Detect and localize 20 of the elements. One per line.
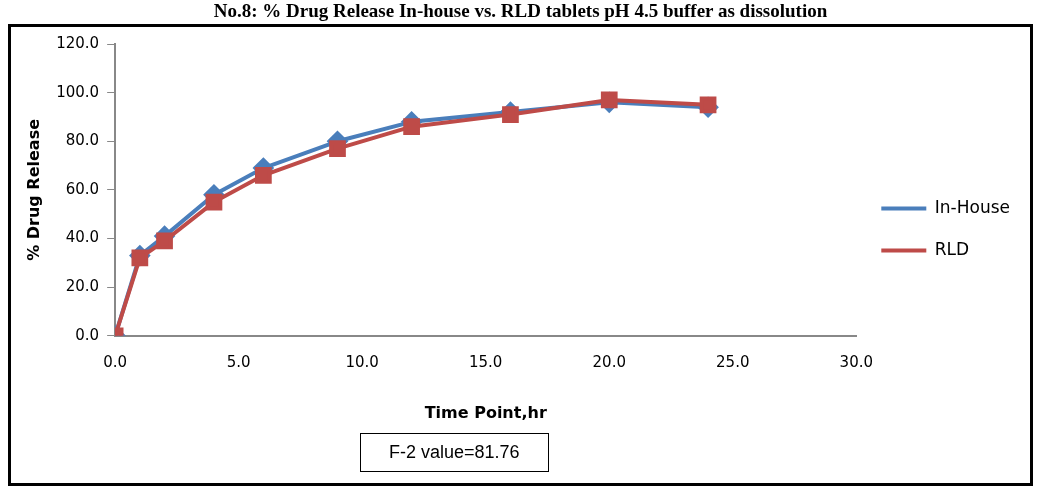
y-tick-label: 0.0 xyxy=(75,325,100,344)
y-tick-label: 60.0 xyxy=(65,179,100,198)
x-tick-label: 30.0 xyxy=(839,352,874,371)
x-tick-label: 10.0 xyxy=(345,352,379,371)
y-tick-label: 120.0 xyxy=(56,33,100,52)
legend-label: RLD xyxy=(934,238,970,259)
y-tick-label: 100.0 xyxy=(56,82,100,101)
y-axis-title: % Drug Release xyxy=(23,118,43,261)
x-tick-label: 5.0 xyxy=(226,352,251,371)
text: F-2 value=81.76 xyxy=(360,433,549,472)
x-tick-label: 15.0 xyxy=(469,352,503,371)
legend-label: In-House xyxy=(934,196,1011,217)
x-tick-label: 20.0 xyxy=(592,352,626,371)
y-tick-label: 40.0 xyxy=(65,228,100,247)
x-axis-title: Time Point,hr xyxy=(424,402,547,422)
y-tick-label: 20.0 xyxy=(65,277,100,296)
x-tick-label: 0.0 xyxy=(103,352,128,371)
chart-title: No.8: % Drug Release In-house vs. RLD tablets pH 4.5 buffer as dissolution xyxy=(212,0,829,22)
x-tick-label: 25.0 xyxy=(716,352,750,371)
y-tick-label: 80.0 xyxy=(65,131,100,150)
